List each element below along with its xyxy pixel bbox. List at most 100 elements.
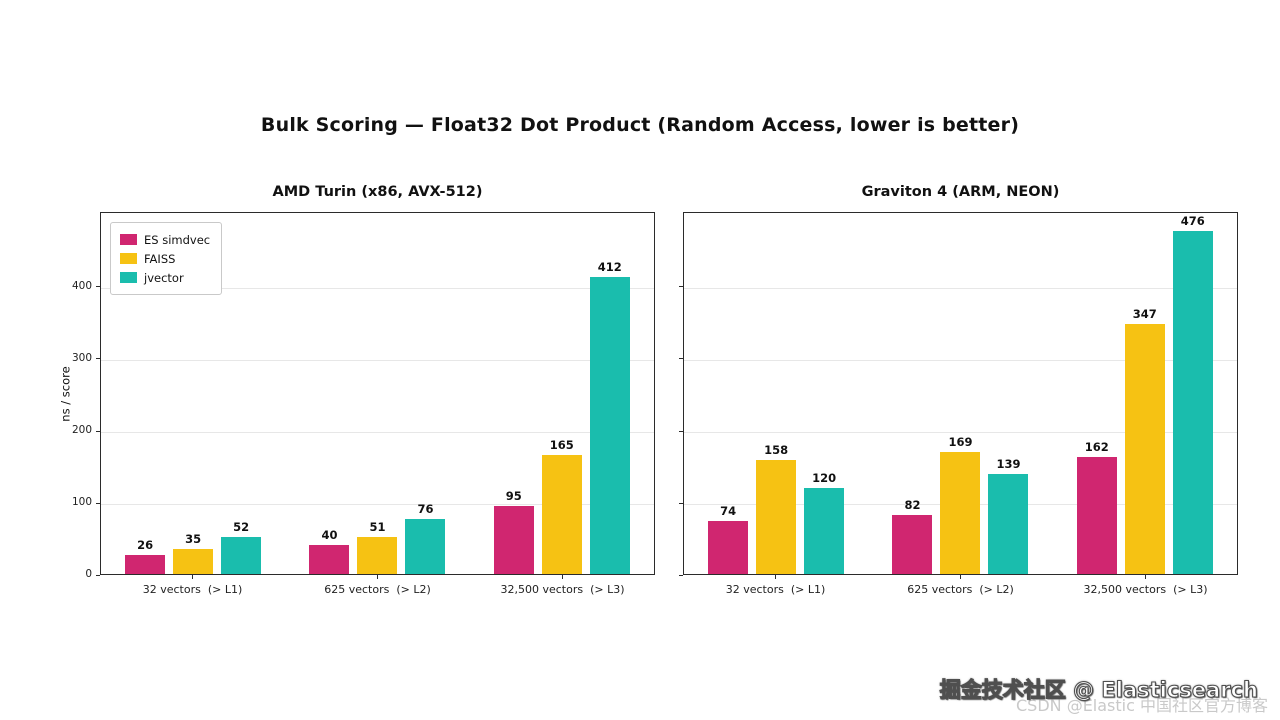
legend-item-jvector: jvector [120,268,210,287]
x-axis-labels-right: 32 vectors (> L1) 625 vectors (> L2) 32,50… [683,583,1238,596]
bar-value-label: 347 [1132,307,1157,322]
y-tick-mark [679,286,683,288]
bar-faiss-group3: 347 [1124,307,1165,574]
x-tick-label-32-500-vectors-l3: 32,500 vectors (> L3) [500,583,625,596]
legend-item-es-simdvec: ES simdvec [120,230,210,249]
gridline-300 [101,359,654,361]
y-tick-label-300: 300 [71,351,92,364]
bar-value-label: 412 [597,260,622,275]
bar-faiss-group2: 51 [357,520,398,574]
x-tick-label-32-vectors-l1: 32 vectors (> L1) [142,583,243,596]
bar-group-32-500-vectors-l3: 162 347 476 [1053,213,1237,574]
x-tick-mark [1145,575,1146,579]
gridline-100 [101,503,654,505]
bar-group-32-vectors-l1: 26 35 52 [101,213,285,574]
x-tick-mark [960,575,961,579]
gridline-300 [684,359,1237,361]
bar-value-label: 26 [137,538,154,553]
legend-label: FAISS [144,251,176,266]
y-tick-mark [96,358,100,360]
y-tick-label-400: 400 [71,279,92,292]
bar-faiss-group1: 158 [756,443,797,574]
bar-faiss-group2: 169 [940,435,981,574]
gridline-400 [684,287,1237,289]
x-tick-label-32-500-vectors-l3: 32,500 vectors (> L3) [1083,583,1208,596]
bar-group-625-vectors-l2: 82 169 139 [868,213,1052,574]
bar-jvector-group3: 412 [589,260,630,574]
x-tick-label-625-vectors-l2: 625 vectors (> L2) [324,583,431,596]
bar-jvector-group1: 120 [804,471,845,574]
y-tick-mark [679,358,683,360]
bar-groups: 26 35 52 40 51 76 95 165 412 [101,213,654,574]
bar-es-simdvec-group2: 82 [892,498,933,574]
bar-jvector-group2: 139 [988,457,1029,574]
bar-jvector-group2: 76 [405,502,446,574]
plot-area-right: 74 158 120 82 169 139 162 347 476 [683,212,1238,575]
bar-jvector-group1: 52 [221,520,262,574]
legend-swatch-icon [120,272,137,283]
bar-jvector-group3: 476 [1172,214,1213,574]
subplot-right: Graviton 4 (ARM, NEON) 74 158 120 82 169 139 1… [679,184,1238,596]
x-tick-mark [775,575,776,579]
y-axis-label: ns / score [58,365,73,422]
bar-value-label: 139 [996,456,1021,471]
y-tick-label-0: 0 [85,568,92,580]
bar-value-label: 82 [904,497,921,512]
bar-es-simdvec-group3: 95 [493,489,534,574]
x-tick-mark [562,575,563,579]
legend-label: jvector [144,270,184,285]
legend-swatch-icon [120,253,137,264]
bar-es-simdvec-group1: 26 [125,538,166,574]
gridline-200 [684,431,1237,433]
legend: ES simdvec FAISS jvector [110,222,223,295]
y-tick-mark [679,502,683,504]
x-tick-label-32-vectors-l1: 32 vectors (> L1) [725,583,826,596]
x-tick-mark [377,575,378,579]
bar-es-simdvec-group2: 40 [309,528,350,574]
bar-group-32-500-vectors-l3: 95 165 412 [470,213,654,574]
figure-title: Bulk Scoring — Float32 Dot Product (Rand… [260,114,1020,136]
gridline-400 [101,287,654,289]
y-tick-mark [96,574,100,576]
subplot-title-right: Graviton 4 (ARM, NEON) [861,184,1060,200]
bar-value-label: 40 [321,528,338,543]
legend-item-faiss: FAISS [120,249,210,268]
legend-swatch-icon [120,234,137,245]
y-tick-mark [96,430,100,432]
bar-faiss-group1: 35 [173,532,214,574]
y-tick-label-100: 100 [71,496,92,508]
bar-value-label: 162 [1084,440,1109,455]
bar-value-label: 76 [417,502,434,517]
bar-value-label: 476 [1180,214,1205,229]
y-tick-label-200: 200 [71,424,92,436]
bar-value-label: 169 [948,435,973,450]
bar-value-label: 52 [233,519,250,534]
plot-area-left: 26 35 52 40 51 76 95 165 412 ES simdvec FAISS jvect… [100,212,655,575]
y-tick-mark [96,502,100,504]
subplot-title-left: AMD Turin (x86, AVX-512) [272,184,483,200]
bar-es-simdvec-group1: 74 [708,504,749,574]
bar-value-label: 51 [369,520,386,535]
y-tick-mark [679,430,683,432]
legend-label: ES simdvec [144,232,211,247]
bar-value-label: 120 [812,470,837,485]
bar-faiss-group3: 165 [541,438,582,574]
bar-groups: 74 158 120 82 169 139 162 347 476 [684,213,1237,574]
bar-group-32-vectors-l1: 74 158 120 [684,213,868,574]
watermark-csdn: CSDN @Elastic 中国社区官方博客 [1015,696,1268,715]
bar-value-label: 95 [505,488,522,503]
bar-value-label: 158 [764,443,789,458]
x-axis-labels-left: 32 vectors (> L1) 625 vectors (> L2) 32,50… [100,583,655,596]
subplot-left: AMD Turin (x86, AVX-512) ns / score 26 35… [59,184,655,596]
watermark-juejin: 掘金技术社区 @ Elasticsearch [939,677,1258,702]
y-tick-mark [96,286,100,288]
x-tick-label-625-vectors-l2: 625 vectors (> L2) [907,583,1014,596]
bar-value-label: 74 [720,503,737,518]
gridline-200 [101,431,654,433]
bar-es-simdvec-group3: 162 [1076,440,1117,574]
bar-group-625-vectors-l2: 40 51 76 [285,213,469,574]
bar-value-label: 165 [549,438,574,453]
bar-value-label: 35 [185,531,202,546]
y-tick-mark [679,574,683,576]
